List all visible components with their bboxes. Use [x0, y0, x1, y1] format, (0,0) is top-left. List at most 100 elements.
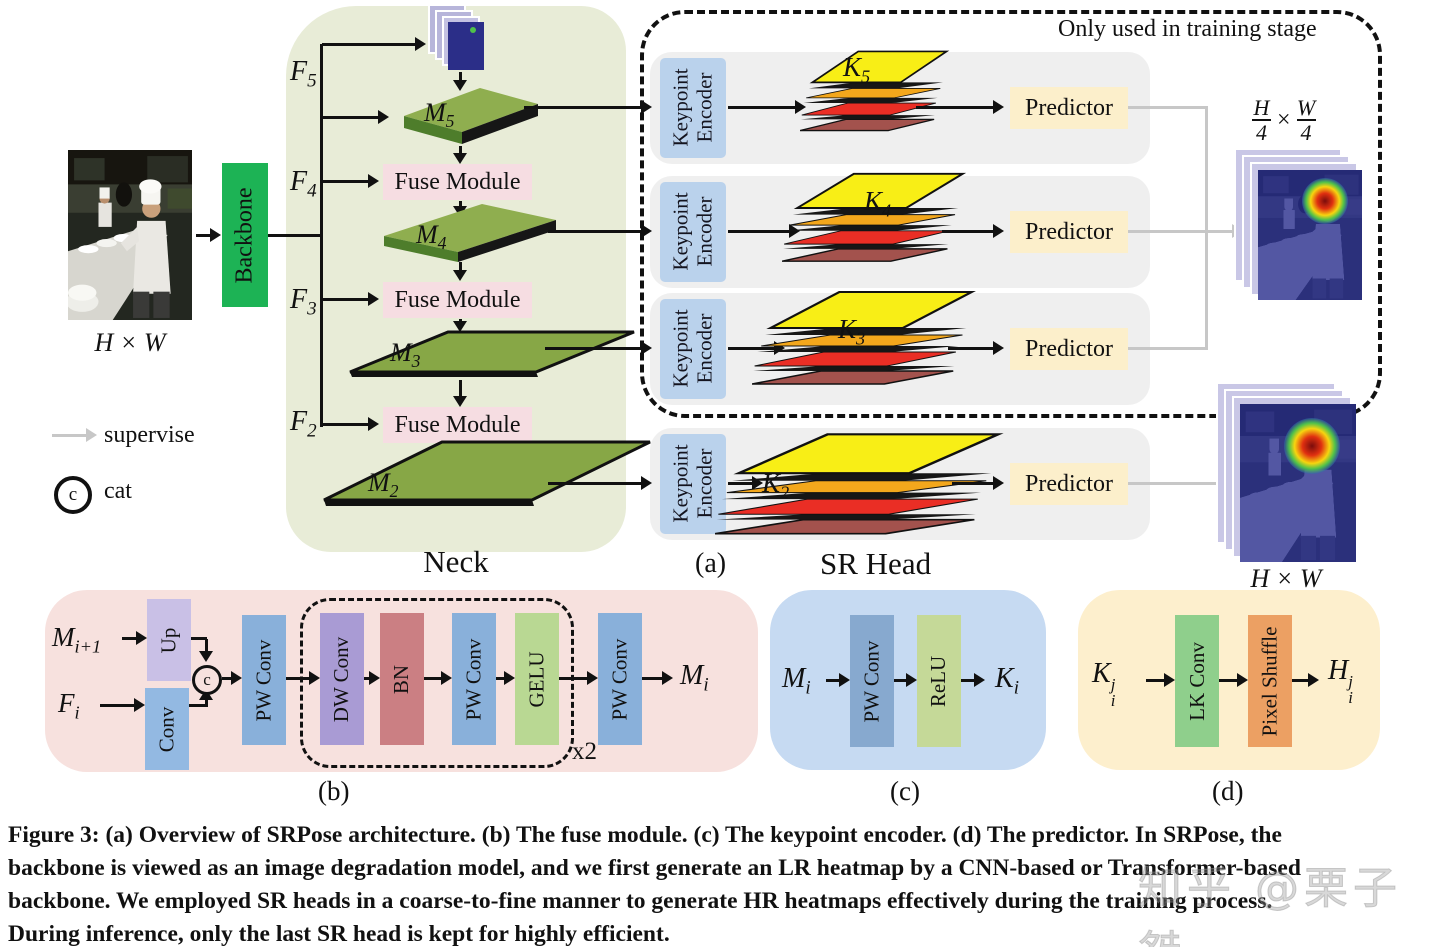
arrow — [548, 476, 652, 490]
arrow — [916, 100, 1004, 114]
m2-label: M2 — [368, 468, 399, 502]
arrow — [1146, 673, 1175, 687]
arrow — [322, 37, 426, 51]
feature-front — [448, 22, 484, 70]
predictor-5: Predictor — [1010, 87, 1128, 129]
arrow — [364, 671, 380, 685]
cat-icon: c — [54, 476, 92, 514]
m5-label: M5 — [424, 98, 455, 132]
pb-pwconv2-box: PW Conv — [452, 613, 496, 745]
arrow — [728, 224, 800, 238]
keypoint-heat-blob — [1284, 418, 1340, 474]
pb-fin-label: Fi — [58, 688, 80, 723]
hm2-size-label: H × W — [1250, 564, 1322, 593]
pc-out-label: Ki — [995, 663, 1019, 699]
k5-stack — [800, 48, 950, 134]
arrow — [222, 671, 242, 685]
pd-pixelshuffle-box: Pixel Shuffle — [1248, 615, 1292, 747]
heatmap-quarter — [1234, 148, 1362, 300]
pb-dwconv-box: DW Conv — [320, 613, 364, 745]
arrow — [322, 292, 379, 306]
heatmap-image — [1240, 404, 1356, 562]
fuse-module-3: Fuse Module — [383, 407, 532, 443]
m4-slab — [384, 204, 556, 262]
neck-title: Neck — [423, 544, 489, 579]
arrow — [559, 671, 598, 685]
pb-up-box: Up — [147, 599, 191, 681]
keypoint-heat-blob — [1302, 178, 1348, 224]
heatmap-image — [1258, 170, 1362, 300]
line — [268, 234, 322, 237]
supervise-line — [1205, 106, 1208, 350]
m4-label: M4 — [416, 220, 447, 254]
line — [191, 637, 207, 640]
arrow — [453, 319, 467, 332]
pb-pwconv3-box: PW Conv — [598, 613, 642, 745]
srhead-title: SR Head — [820, 546, 932, 581]
cat-label: cat — [104, 478, 132, 504]
panel-b-label: (b) — [318, 776, 350, 806]
pc-pwconv-box: PW Conv — [850, 615, 894, 747]
m3-label: M3 — [390, 338, 421, 372]
pb-bn-box: BN — [380, 613, 424, 745]
arrow — [826, 673, 850, 687]
arrow — [1219, 673, 1248, 687]
pc-relu-box: ReLU — [917, 615, 961, 747]
arrow — [122, 631, 147, 645]
predictor-4: Predictor — [1010, 211, 1128, 253]
f3-label: F3 — [290, 284, 317, 320]
k5-label: K5 — [843, 52, 871, 87]
f4-label: F4 — [290, 166, 317, 202]
arrow — [322, 174, 379, 188]
predictor-2: Predictor — [1010, 463, 1128, 505]
supervise-arrow — [1128, 224, 1243, 238]
caption-line-4: During inference, only the last SR head … — [8, 921, 670, 947]
caption-line-2: backbone is viewed as an image degradati… — [8, 855, 1301, 881]
arrow — [642, 671, 673, 685]
training-stage-box — [640, 10, 1382, 418]
arrow — [453, 380, 467, 407]
keypoint-encoder-4: Keypoint Encoder — [660, 182, 726, 282]
watermark: 知乎 @栗子桀 — [1138, 863, 1402, 947]
pb-x2-label: x2 — [572, 738, 597, 765]
supervise-line — [1128, 106, 1208, 109]
caption-line-1: Figure 3: (a) Overview of SRPose archite… — [8, 822, 1282, 848]
pb-mout-label: Mi — [680, 660, 709, 696]
k2-label: K2 — [762, 468, 790, 503]
feature-dot — [470, 27, 476, 33]
pb-pwconv1-box: PW Conv — [242, 615, 286, 745]
arrow — [199, 639, 213, 662]
arrow — [453, 146, 467, 164]
heatmap-full — [1216, 382, 1356, 562]
pb-gelu-box: GELU — [515, 613, 559, 745]
m3-slab — [349, 330, 635, 377]
arrow — [942, 224, 1004, 238]
panel-d-label: (d) — [1212, 776, 1244, 806]
arrow — [948, 341, 1004, 355]
keypoint-encoder-5: Keypoint Encoder — [660, 58, 726, 158]
supervise-line — [1128, 347, 1208, 350]
arrow — [524, 100, 652, 114]
arrow — [728, 476, 763, 490]
input-size-label: H × W — [94, 328, 166, 357]
f5-label: F5 — [290, 56, 317, 92]
keypoint-encoder-3: Keypoint Encoder — [660, 299, 726, 399]
backbone-label: Backbone — [231, 187, 258, 283]
panel-c-label: (c) — [890, 776, 920, 806]
arrow — [286, 671, 320, 685]
arrow — [100, 698, 145, 712]
feature-map-stack — [428, 4, 486, 72]
arrow — [894, 673, 917, 687]
k3-label: K3 — [838, 314, 866, 349]
panel-a-label: (a) — [695, 548, 727, 579]
arrow — [1292, 673, 1319, 687]
kitchen-scene — [68, 150, 192, 320]
arrow — [199, 689, 213, 707]
caption-line-3: backbone. We employed SR heads in a coar… — [8, 888, 1273, 914]
arrow — [728, 100, 806, 114]
keypoint-encoder-2: Keypoint Encoder — [660, 434, 726, 534]
predictor-3: Predictor — [1010, 328, 1128, 370]
pc-in-label: Mi — [782, 663, 811, 699]
